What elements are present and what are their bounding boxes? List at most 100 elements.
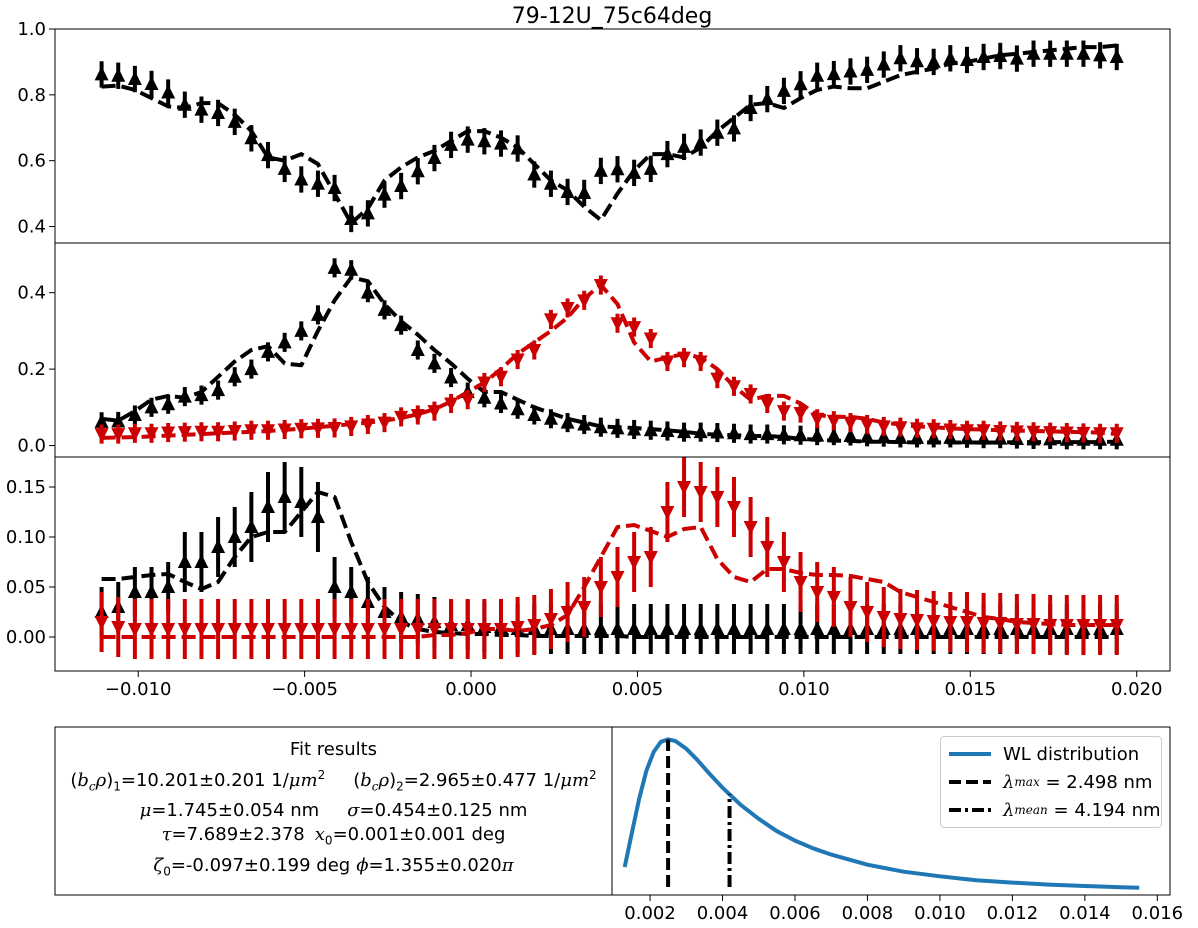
data-point bbox=[410, 163, 425, 178]
data-point bbox=[510, 353, 525, 368]
data-point bbox=[643, 551, 658, 565]
data-point bbox=[793, 576, 808, 590]
data-point bbox=[194, 101, 209, 116]
data-point bbox=[1026, 45, 1041, 60]
data-point bbox=[543, 175, 558, 190]
data-point bbox=[477, 623, 492, 637]
data-point bbox=[277, 423, 292, 438]
data-point bbox=[161, 84, 176, 99]
data-point bbox=[444, 397, 459, 412]
data-point bbox=[726, 120, 741, 135]
data-point bbox=[161, 623, 176, 637]
data-point bbox=[710, 124, 725, 139]
data-point bbox=[410, 342, 425, 356]
data-point bbox=[161, 579, 176, 593]
legend-lmax-label: = 2.498 nm bbox=[1045, 771, 1153, 793]
data-point bbox=[327, 180, 342, 195]
data-point bbox=[310, 623, 325, 637]
data-point bbox=[693, 424, 708, 439]
y-tick-label: 0.4 bbox=[17, 283, 46, 304]
y-tick-label: 1.0 bbox=[17, 19, 46, 40]
data-point bbox=[294, 171, 309, 186]
data-point bbox=[377, 301, 392, 316]
data-point bbox=[610, 161, 625, 176]
figure-title: 79-12U_75c64deg bbox=[512, 4, 713, 29]
data-point bbox=[860, 606, 875, 620]
data-point bbox=[211, 382, 226, 397]
data-point bbox=[843, 416, 858, 431]
data-point bbox=[494, 135, 508, 150]
y-tick-label: 0.2 bbox=[17, 359, 46, 380]
data-point bbox=[111, 621, 126, 635]
data-point bbox=[660, 146, 675, 161]
data-point bbox=[743, 621, 758, 635]
data-point bbox=[593, 419, 608, 434]
data-point bbox=[294, 422, 309, 437]
data-point bbox=[876, 420, 891, 435]
data-point bbox=[710, 424, 725, 439]
legend-wl-swatch bbox=[949, 752, 991, 756]
data-point bbox=[660, 355, 675, 370]
data-point bbox=[760, 91, 775, 106]
data-point bbox=[394, 317, 409, 332]
fit-phi: =1.355±0.020 bbox=[368, 854, 502, 876]
data-point bbox=[477, 376, 492, 391]
x-tick-label: 0.002 bbox=[624, 903, 676, 924]
data-point bbox=[144, 623, 159, 637]
data-point bbox=[643, 422, 658, 437]
data-point bbox=[261, 147, 276, 162]
fit-curve-black bbox=[101, 275, 1117, 445]
data-point bbox=[543, 613, 558, 627]
data-point bbox=[943, 50, 958, 65]
data-point bbox=[627, 164, 642, 179]
data-point bbox=[244, 361, 259, 376]
panel-middle: 0.0 0.2 0.4 bbox=[17, 242, 1171, 458]
data-point bbox=[177, 96, 192, 111]
data-point bbox=[377, 186, 392, 201]
data-point bbox=[277, 334, 292, 349]
data-point bbox=[360, 418, 375, 433]
data-point bbox=[860, 428, 875, 443]
data-point bbox=[926, 422, 941, 437]
data-point bbox=[377, 623, 392, 637]
data-point bbox=[261, 499, 276, 513]
data-point bbox=[211, 623, 226, 637]
data-point bbox=[244, 424, 259, 439]
data-point bbox=[494, 370, 508, 385]
fit-zeta-phi: ζ0=-0.097±0.199 deg ϕ=1.355±0.020π bbox=[153, 854, 514, 879]
legend-item-lmean: λ mean = 4.194 nm bbox=[949, 796, 1161, 824]
data-point bbox=[477, 389, 492, 404]
data-point bbox=[360, 205, 375, 220]
data-point bbox=[1109, 48, 1124, 63]
data-point bbox=[310, 422, 325, 437]
data-point bbox=[261, 424, 276, 439]
data-point bbox=[610, 571, 625, 585]
data-point bbox=[560, 606, 575, 620]
data-point bbox=[760, 426, 775, 441]
data-point bbox=[127, 406, 142, 421]
fit-tau-x0: τ=7.689±2.378 x0=0.001±0.001 deg bbox=[161, 824, 506, 849]
data-point bbox=[177, 554, 192, 568]
data-point bbox=[776, 405, 791, 420]
data-point bbox=[94, 413, 109, 428]
data-point bbox=[593, 162, 608, 177]
data-point bbox=[227, 529, 242, 543]
data-point bbox=[876, 429, 891, 444]
data-point bbox=[310, 509, 325, 523]
data-point bbox=[111, 428, 126, 443]
data-point bbox=[427, 405, 442, 420]
x-tick-label: −0.010 bbox=[105, 679, 172, 700]
data-point bbox=[427, 150, 442, 165]
data-point bbox=[1093, 619, 1108, 633]
data-point bbox=[294, 322, 309, 337]
data-point bbox=[344, 210, 359, 225]
data-point bbox=[793, 407, 808, 422]
data-point bbox=[1026, 618, 1041, 632]
data-point bbox=[726, 425, 741, 440]
data-point bbox=[444, 623, 459, 637]
data-point bbox=[876, 611, 891, 625]
data-point bbox=[1043, 426, 1058, 441]
fit-tau: =7.689±2.378 bbox=[171, 824, 305, 846]
data-point bbox=[577, 184, 592, 199]
data-point bbox=[261, 343, 276, 358]
